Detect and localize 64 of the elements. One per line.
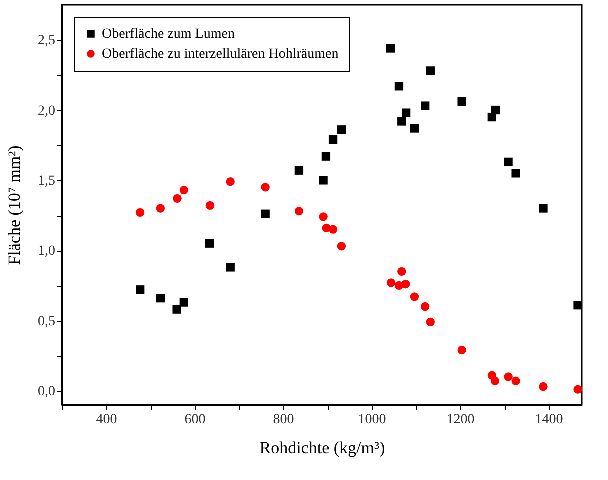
point [539,382,548,392]
point [504,372,513,382]
y-tick-label: 0,0 [38,384,56,400]
x-tick-label: 1400 [535,412,564,428]
point [261,210,270,218]
point [156,204,166,213]
point [410,124,420,133]
point [426,66,435,76]
legend-label: Oberfläche zu interzellulären Hohlräumen [102,47,339,62]
point [512,169,520,178]
point [512,376,520,386]
y-tick-label: 0,5 [38,314,56,330]
point [294,166,304,175]
x-tick-label: 400 [96,412,118,428]
point [402,280,410,289]
point [136,208,145,218]
point [136,286,145,294]
y-tick-label: 2,5 [38,34,56,49]
point [504,158,513,167]
legend-label: Oberfläche zum Lumen [102,27,235,42]
point [421,102,430,110]
point [180,186,188,195]
point [205,239,214,248]
point [386,278,396,288]
point [156,294,166,303]
x-tick-label: 1000 [358,412,386,428]
point [491,106,500,115]
point [319,176,328,185]
x-tick-label: 600 [184,412,206,428]
point [294,206,304,216]
point [337,242,346,251]
x-tick-label: 800 [273,412,294,428]
y-axis-title: Fläche (10⁷ mm²) [5,146,24,266]
point [426,318,435,327]
x-axis-title: Rohdichte (kg/m³) [260,438,386,458]
point [180,298,188,307]
point [319,212,328,222]
point [386,44,396,53]
point [394,82,404,91]
point [172,305,182,314]
y-tick-label: 2,0 [38,104,56,119]
point [322,152,331,161]
point [337,126,346,134]
point [574,385,582,394]
point [539,204,548,213]
x-tick-label: 1200 [446,412,475,428]
point [226,263,235,272]
point [490,376,500,386]
y-tick-label: 1,0 [38,244,56,260]
point [421,302,430,312]
point [402,108,411,118]
point [261,183,270,192]
point [328,135,338,144]
point [458,98,466,106]
point [398,117,406,126]
point [574,301,582,310]
point [458,346,466,355]
y-tick-label: 1,5 [38,174,56,189]
point [410,292,420,302]
point [328,225,338,234]
point [206,201,215,210]
point [398,267,406,276]
point [226,178,235,186]
point [173,194,182,204]
